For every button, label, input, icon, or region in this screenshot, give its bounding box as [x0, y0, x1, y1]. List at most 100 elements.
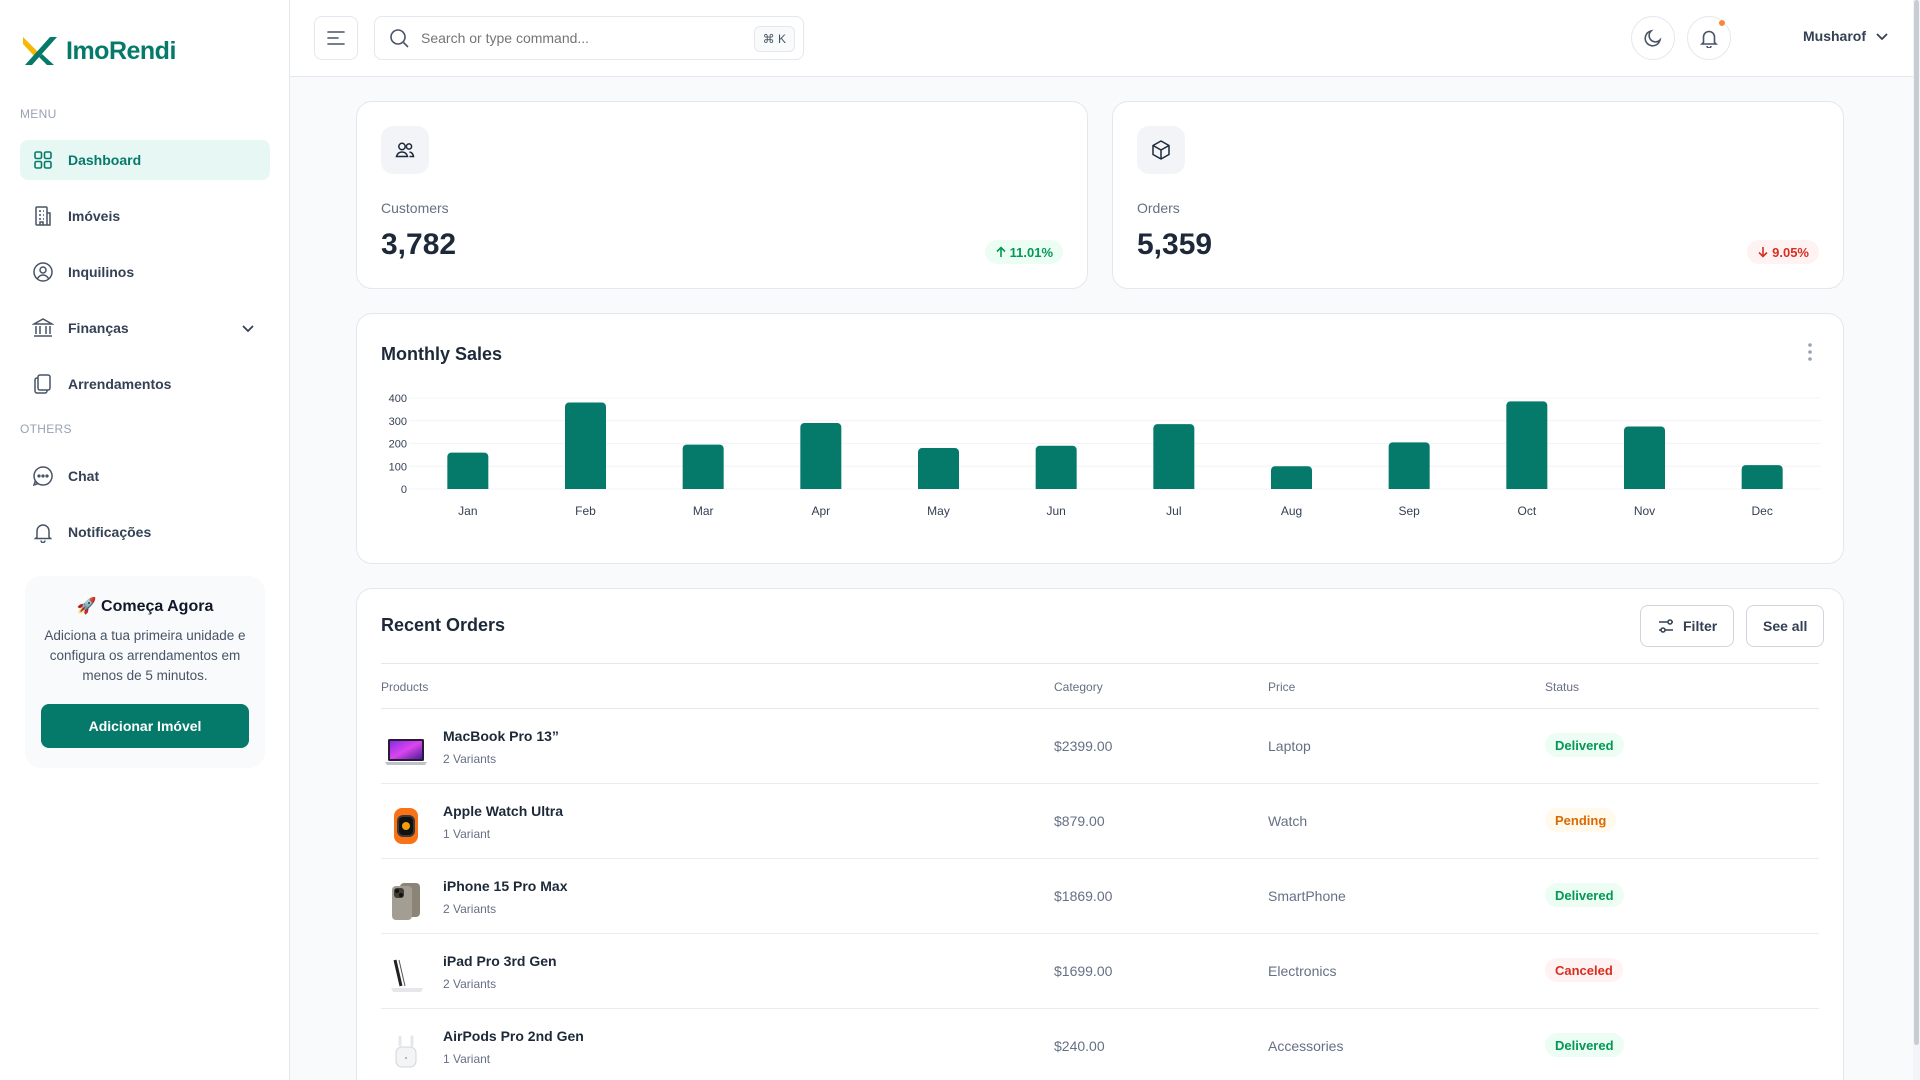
- sidebar-item-dashboard[interactable]: Dashboard: [20, 140, 270, 180]
- product-name: iPhone 15 Pro Max: [443, 878, 568, 894]
- product-name: MacBook Pro 13”: [443, 728, 559, 744]
- y-tick-label: 100: [389, 461, 407, 473]
- bar-jun[interactable]: [1035, 445, 1077, 489]
- table-row[interactable]: MacBook Pro 13” 2 Variants $2399.00 Lapt…: [381, 709, 1819, 784]
- building-icon: [32, 205, 54, 227]
- bar-base: [918, 485, 959, 489]
- column-category: Category: [1054, 680, 1103, 694]
- x-tick-label: Aug: [1281, 504, 1302, 518]
- chat-icon: [32, 465, 54, 487]
- bar-jul[interactable]: [1153, 424, 1195, 489]
- scrollbar-thumb[interactable]: [1914, 0, 1919, 1045]
- product-category: Electronics: [1268, 963, 1337, 979]
- grid-icon: [32, 149, 54, 171]
- top-header: ⌘ K Musharof: [290, 0, 1920, 77]
- more-options-button[interactable]: [1807, 342, 1813, 367]
- metric-label: Orders: [1137, 200, 1180, 216]
- sidebar-item-label: Inquilinos: [68, 264, 135, 280]
- bar-base: [1035, 485, 1077, 489]
- product-variants: 2 Variants: [443, 977, 497, 991]
- bar-base: [682, 485, 724, 489]
- filter-button[interactable]: Filter: [1640, 605, 1735, 647]
- notification-dot: [1718, 19, 1726, 27]
- bar-base: [1624, 485, 1665, 489]
- monthly-sales-chart: 0 100 200 300 400 Jan Feb Mar Apr May Jun Jul Aug Sep…: [389, 393, 1821, 518]
- macbook-thumbnail: [381, 726, 431, 776]
- documents-icon: [32, 373, 54, 395]
- bar-dec[interactable]: [1741, 465, 1783, 489]
- column-status: Status: [1545, 680, 1580, 694]
- search-icon: [390, 29, 409, 48]
- sidebar-item-arrendamentos[interactable]: Arrendamentos: [20, 364, 270, 404]
- monthly-sales-card: Monthly Sales 0 100 200 300 400 Jan Feb Mar Apr M…: [356, 313, 1844, 564]
- bar-nov[interactable]: [1624, 426, 1665, 489]
- sidebar-item-label: Finanças: [68, 320, 129, 336]
- metric-label: Customers: [381, 200, 449, 216]
- sidebar-item-inquilinos[interactable]: Inquilinos: [20, 252, 270, 292]
- bar-mar[interactable]: [682, 444, 724, 489]
- product-category: Accessories: [1268, 1038, 1344, 1054]
- product-variants: 1 Variant: [443, 1052, 491, 1066]
- search-bar: ⌘ K: [374, 16, 804, 60]
- x-tick-label: Mar: [693, 504, 714, 518]
- bar-feb[interactable]: [565, 402, 606, 489]
- user-menu[interactable]: Musharof: [1803, 28, 1890, 44]
- sidebar-toggle-button[interactable]: [314, 16, 358, 60]
- bar-sep[interactable]: [1388, 442, 1430, 489]
- bar-oct[interactable]: [1506, 401, 1548, 489]
- search-shortcut: ⌘ K: [753, 26, 795, 52]
- notifications-button[interactable]: [1687, 16, 1731, 60]
- iphone-thumbnail: [381, 876, 431, 926]
- metric-value: 5,359: [1137, 228, 1213, 261]
- table-row[interactable]: AirPods Pro 2nd Gen 1 Variant $240.00 Ac…: [381, 1009, 1819, 1080]
- product-price: $879.00: [1054, 813, 1105, 829]
- menu-heading: MENU: [20, 107, 57, 121]
- see-all-button[interactable]: See all: [1746, 605, 1825, 647]
- product-price: $240.00: [1054, 1038, 1105, 1054]
- moon-icon: [1644, 29, 1662, 47]
- y-tick-label: 400: [389, 393, 407, 405]
- arrow-up-icon: [996, 246, 1006, 257]
- bar-aug[interactable]: [1271, 466, 1312, 489]
- sidebar-item-label: Notificações: [68, 524, 152, 540]
- x-tick-label: May: [927, 504, 950, 518]
- sidebar-item-label: Imóveis: [68, 208, 121, 224]
- x-tick-label: Nov: [1634, 504, 1655, 518]
- x-tick-label: Feb: [575, 504, 596, 518]
- more-vertical-icon: [1808, 343, 1812, 361]
- logo[interactable]: ImoRendi: [20, 34, 176, 68]
- dark-mode-toggle[interactable]: [1631, 16, 1675, 60]
- box-icon: [1137, 126, 1185, 174]
- apple-watch-thumbnail: [381, 801, 431, 851]
- sidebar-item-financas[interactable]: Finanças: [20, 308, 270, 348]
- bar-jan[interactable]: [447, 452, 489, 489]
- bar-may[interactable]: [918, 448, 959, 489]
- orders-title: Recent Orders: [381, 615, 506, 635]
- bar-apr[interactable]: [800, 423, 842, 489]
- y-tick-label: 300: [389, 416, 407, 428]
- sidebar-item-notificacoes[interactable]: Notificações: [20, 512, 270, 552]
- sidebar: ImoRendi MENU Dashboard Imóveis Inquilin…: [0, 0, 290, 1080]
- menu-icon: [327, 31, 345, 45]
- chart-title: Monthly Sales: [381, 344, 503, 364]
- product-category: Laptop: [1268, 738, 1311, 754]
- sidebar-item-label: Arrendamentos: [68, 376, 172, 392]
- change-value: 9.05%: [1772, 244, 1809, 260]
- table-row[interactable]: iPad Pro 3rd Gen 2 Variants $1699.00 Ele…: [381, 934, 1819, 1009]
- search-input[interactable]: [421, 30, 741, 46]
- add-property-button[interactable]: Adicionar Imóvel: [41, 704, 249, 748]
- x-tick-label: Jan: [458, 504, 477, 518]
- sidebar-item-chat[interactable]: Chat: [20, 456, 270, 496]
- change-badge: 11.01%: [984, 240, 1063, 264]
- table-row[interactable]: Apple Watch Ultra 1 Variant $879.00 Watc…: [381, 784, 1819, 859]
- sidebar-item-imoveis[interactable]: Imóveis: [20, 196, 270, 236]
- chevron-down-icon: [240, 320, 256, 339]
- x-tick-label: Sep: [1398, 504, 1420, 518]
- product-price: $1869.00: [1054, 888, 1113, 904]
- product-price: $1699.00: [1054, 963, 1113, 979]
- table-row[interactable]: iPhone 15 Pro Max 2 Variants $1869.00 Sm…: [381, 859, 1819, 934]
- status-badge: Canceled: [1545, 958, 1623, 982]
- status-badge: Delivered: [1545, 733, 1624, 757]
- x-tick-label: Oct: [1517, 504, 1536, 518]
- product-variants: 2 Variants: [443, 902, 497, 916]
